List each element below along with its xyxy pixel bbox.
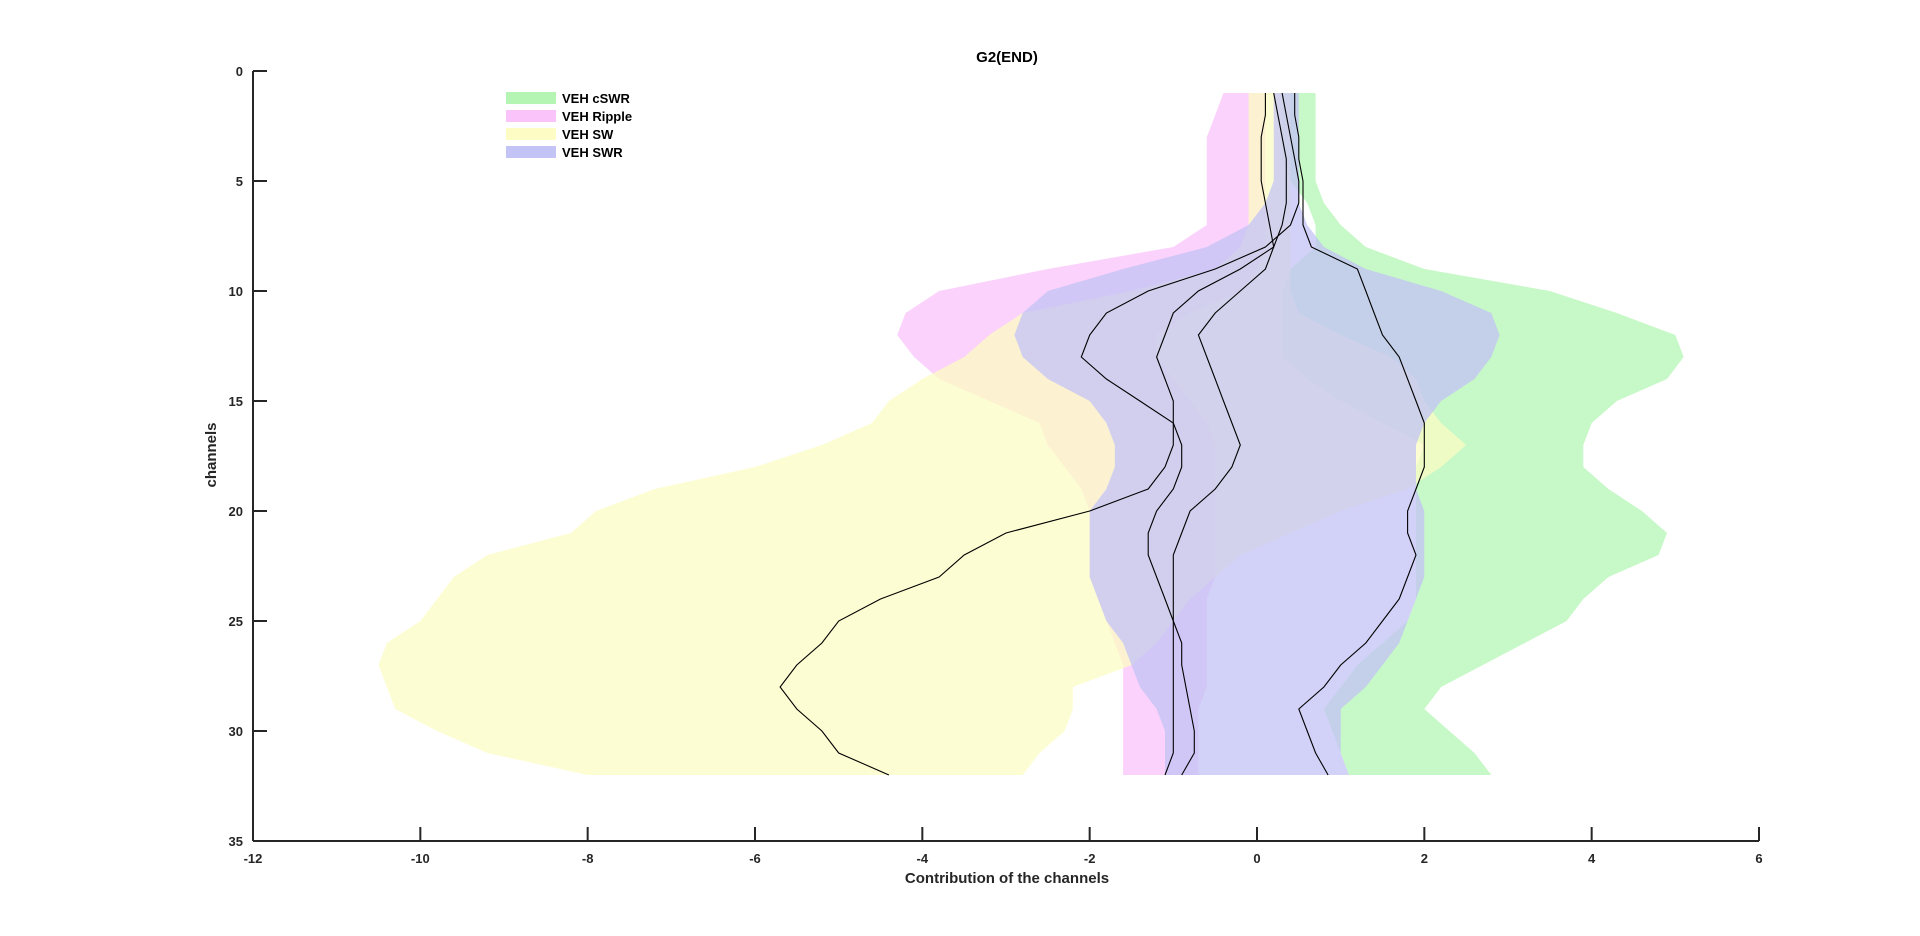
y-tick-label: 15 — [229, 394, 243, 409]
chart-title: G2(END) — [976, 49, 1038, 66]
y-tick-label: 35 — [229, 834, 243, 849]
x-tick-label: 6 — [1755, 851, 1762, 866]
area-series-group — [378, 93, 1684, 775]
y-tick-label: 20 — [229, 504, 243, 519]
legend-label-3: VEH SW — [562, 127, 614, 142]
x-tick-label: -8 — [582, 851, 594, 866]
x-tick-label: -4 — [917, 851, 929, 866]
x-tick-label: -12 — [244, 851, 263, 866]
y-tick-label: 0 — [236, 64, 243, 79]
legend-label-4: VEH SWR — [562, 145, 623, 160]
legend-swatch-1 — [506, 92, 556, 104]
legend-swatch-3 — [506, 128, 556, 140]
x-tick-label: 0 — [1253, 851, 1260, 866]
legend: VEH cSWR VEH Ripple VEH SW VEH SWR — [506, 91, 632, 160]
mean-line-2 — [779, 92, 1300, 776]
y-axis-title: channels — [203, 422, 220, 487]
y-axis-ticks: 0 5 10 15 20 25 30 35 — [229, 64, 267, 849]
legend-label-1: VEH cSWR — [562, 91, 631, 106]
area-band-veh-cswr — [1282, 93, 1684, 775]
mean-line-3 — [1147, 92, 1287, 776]
y-tick-label: 5 — [236, 174, 243, 189]
x-tick-label: -10 — [411, 851, 430, 866]
x-tick-label: -2 — [1084, 851, 1096, 866]
x-tick-label: 4 — [1588, 851, 1596, 866]
axes — [252, 71, 1759, 842]
mean-lines-group — [779, 92, 1425, 776]
x-axis-title: Contribution of the channels — [905, 870, 1109, 887]
y-tick-label: 10 — [229, 284, 243, 299]
x-tick-label: 2 — [1421, 851, 1428, 866]
y-tick-label: 25 — [229, 614, 243, 629]
x-tick-label: -6 — [749, 851, 761, 866]
mean-line-1 — [1294, 93, 1425, 776]
mean-line-4 — [1164, 93, 1275, 776]
area-band-veh-swr — [1014, 93, 1500, 775]
legend-swatch-2 — [506, 110, 556, 122]
y-tick-label: 30 — [229, 724, 243, 739]
legend-label-2: VEH Ripple — [562, 109, 632, 124]
area-band-veh-sw — [378, 93, 1467, 775]
legend-swatch-4 — [506, 146, 556, 158]
x-axis-ticks: -12 -10 -8 -6 -4 -2 0 2 4 6 — [244, 827, 1763, 866]
